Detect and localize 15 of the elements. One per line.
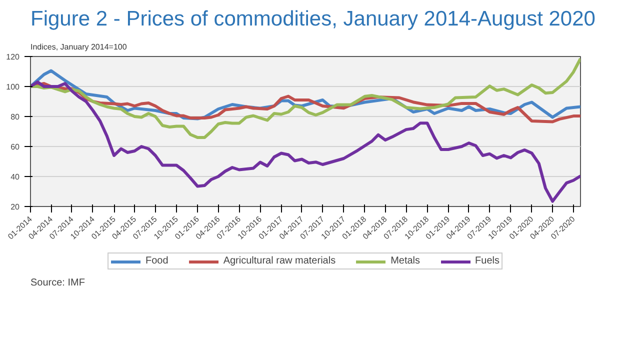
y-tick-label: 20 — [10, 202, 20, 212]
source-note: Source: IMF — [30, 278, 85, 288]
y-axis-title: Indices, January 2014=100 — [30, 42, 128, 52]
y-tick-label: 120 — [6, 52, 20, 62]
line-series — [30, 80, 580, 203]
y-tick-label: 40 — [10, 172, 20, 182]
y-tick-label: 80 — [10, 112, 20, 122]
y-tick-label: 100 — [6, 82, 20, 92]
legend-label: Food — [146, 256, 168, 266]
line-series — [30, 57, 580, 139]
legend-label: Fuels — [475, 256, 500, 266]
legend-label: Agricultural raw materials — [223, 256, 336, 266]
chart-title: Figure 2 - Prices of commodities, January 2014-August 2020 — [30, 8, 596, 30]
legend-label: Metals — [390, 256, 420, 266]
y-tick-label: 60 — [10, 142, 20, 152]
